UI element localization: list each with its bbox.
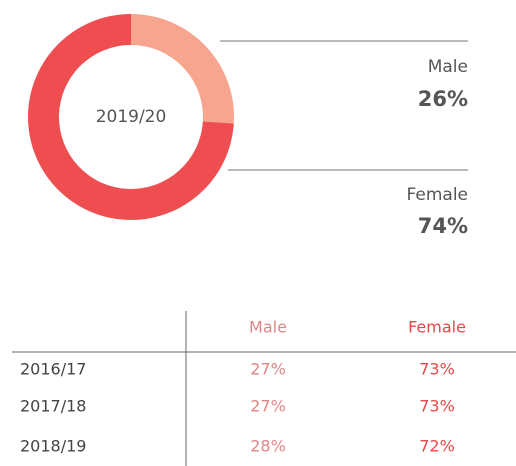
value-label: 26% [418,87,468,111]
table-cell: 73% [419,397,455,416]
row-label: 2018/19 [20,437,86,456]
donut-segment [131,14,235,124]
value-label: 74% [418,214,468,238]
table-header: Male [249,318,287,337]
table-cell: 27% [250,360,286,379]
table-cell: 28% [250,437,286,456]
table-cell: 72% [419,437,455,456]
donut-center-label: 2019/20 [96,107,167,127]
donut-segment [28,14,234,220]
row-label: 2016/17 [20,360,86,379]
table-cell: 27% [250,397,286,416]
row-label: 2017/18 [20,397,86,416]
table-header: Female [408,318,466,337]
legend-label: Female [407,185,468,205]
table-cell: 73% [419,360,455,379]
legend-label: Male [428,57,468,77]
